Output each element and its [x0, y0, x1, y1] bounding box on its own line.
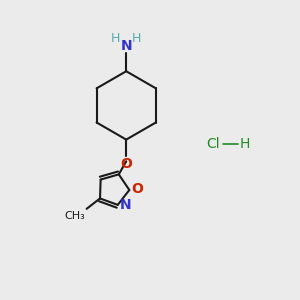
Text: H: H	[111, 32, 121, 45]
Text: H: H	[239, 137, 250, 151]
Text: Cl: Cl	[206, 137, 220, 151]
Text: CH₃: CH₃	[64, 211, 85, 221]
Text: H: H	[132, 32, 141, 45]
Text: O: O	[120, 157, 132, 171]
Text: O: O	[132, 182, 144, 196]
Text: N: N	[120, 198, 132, 212]
Text: N: N	[120, 39, 132, 53]
